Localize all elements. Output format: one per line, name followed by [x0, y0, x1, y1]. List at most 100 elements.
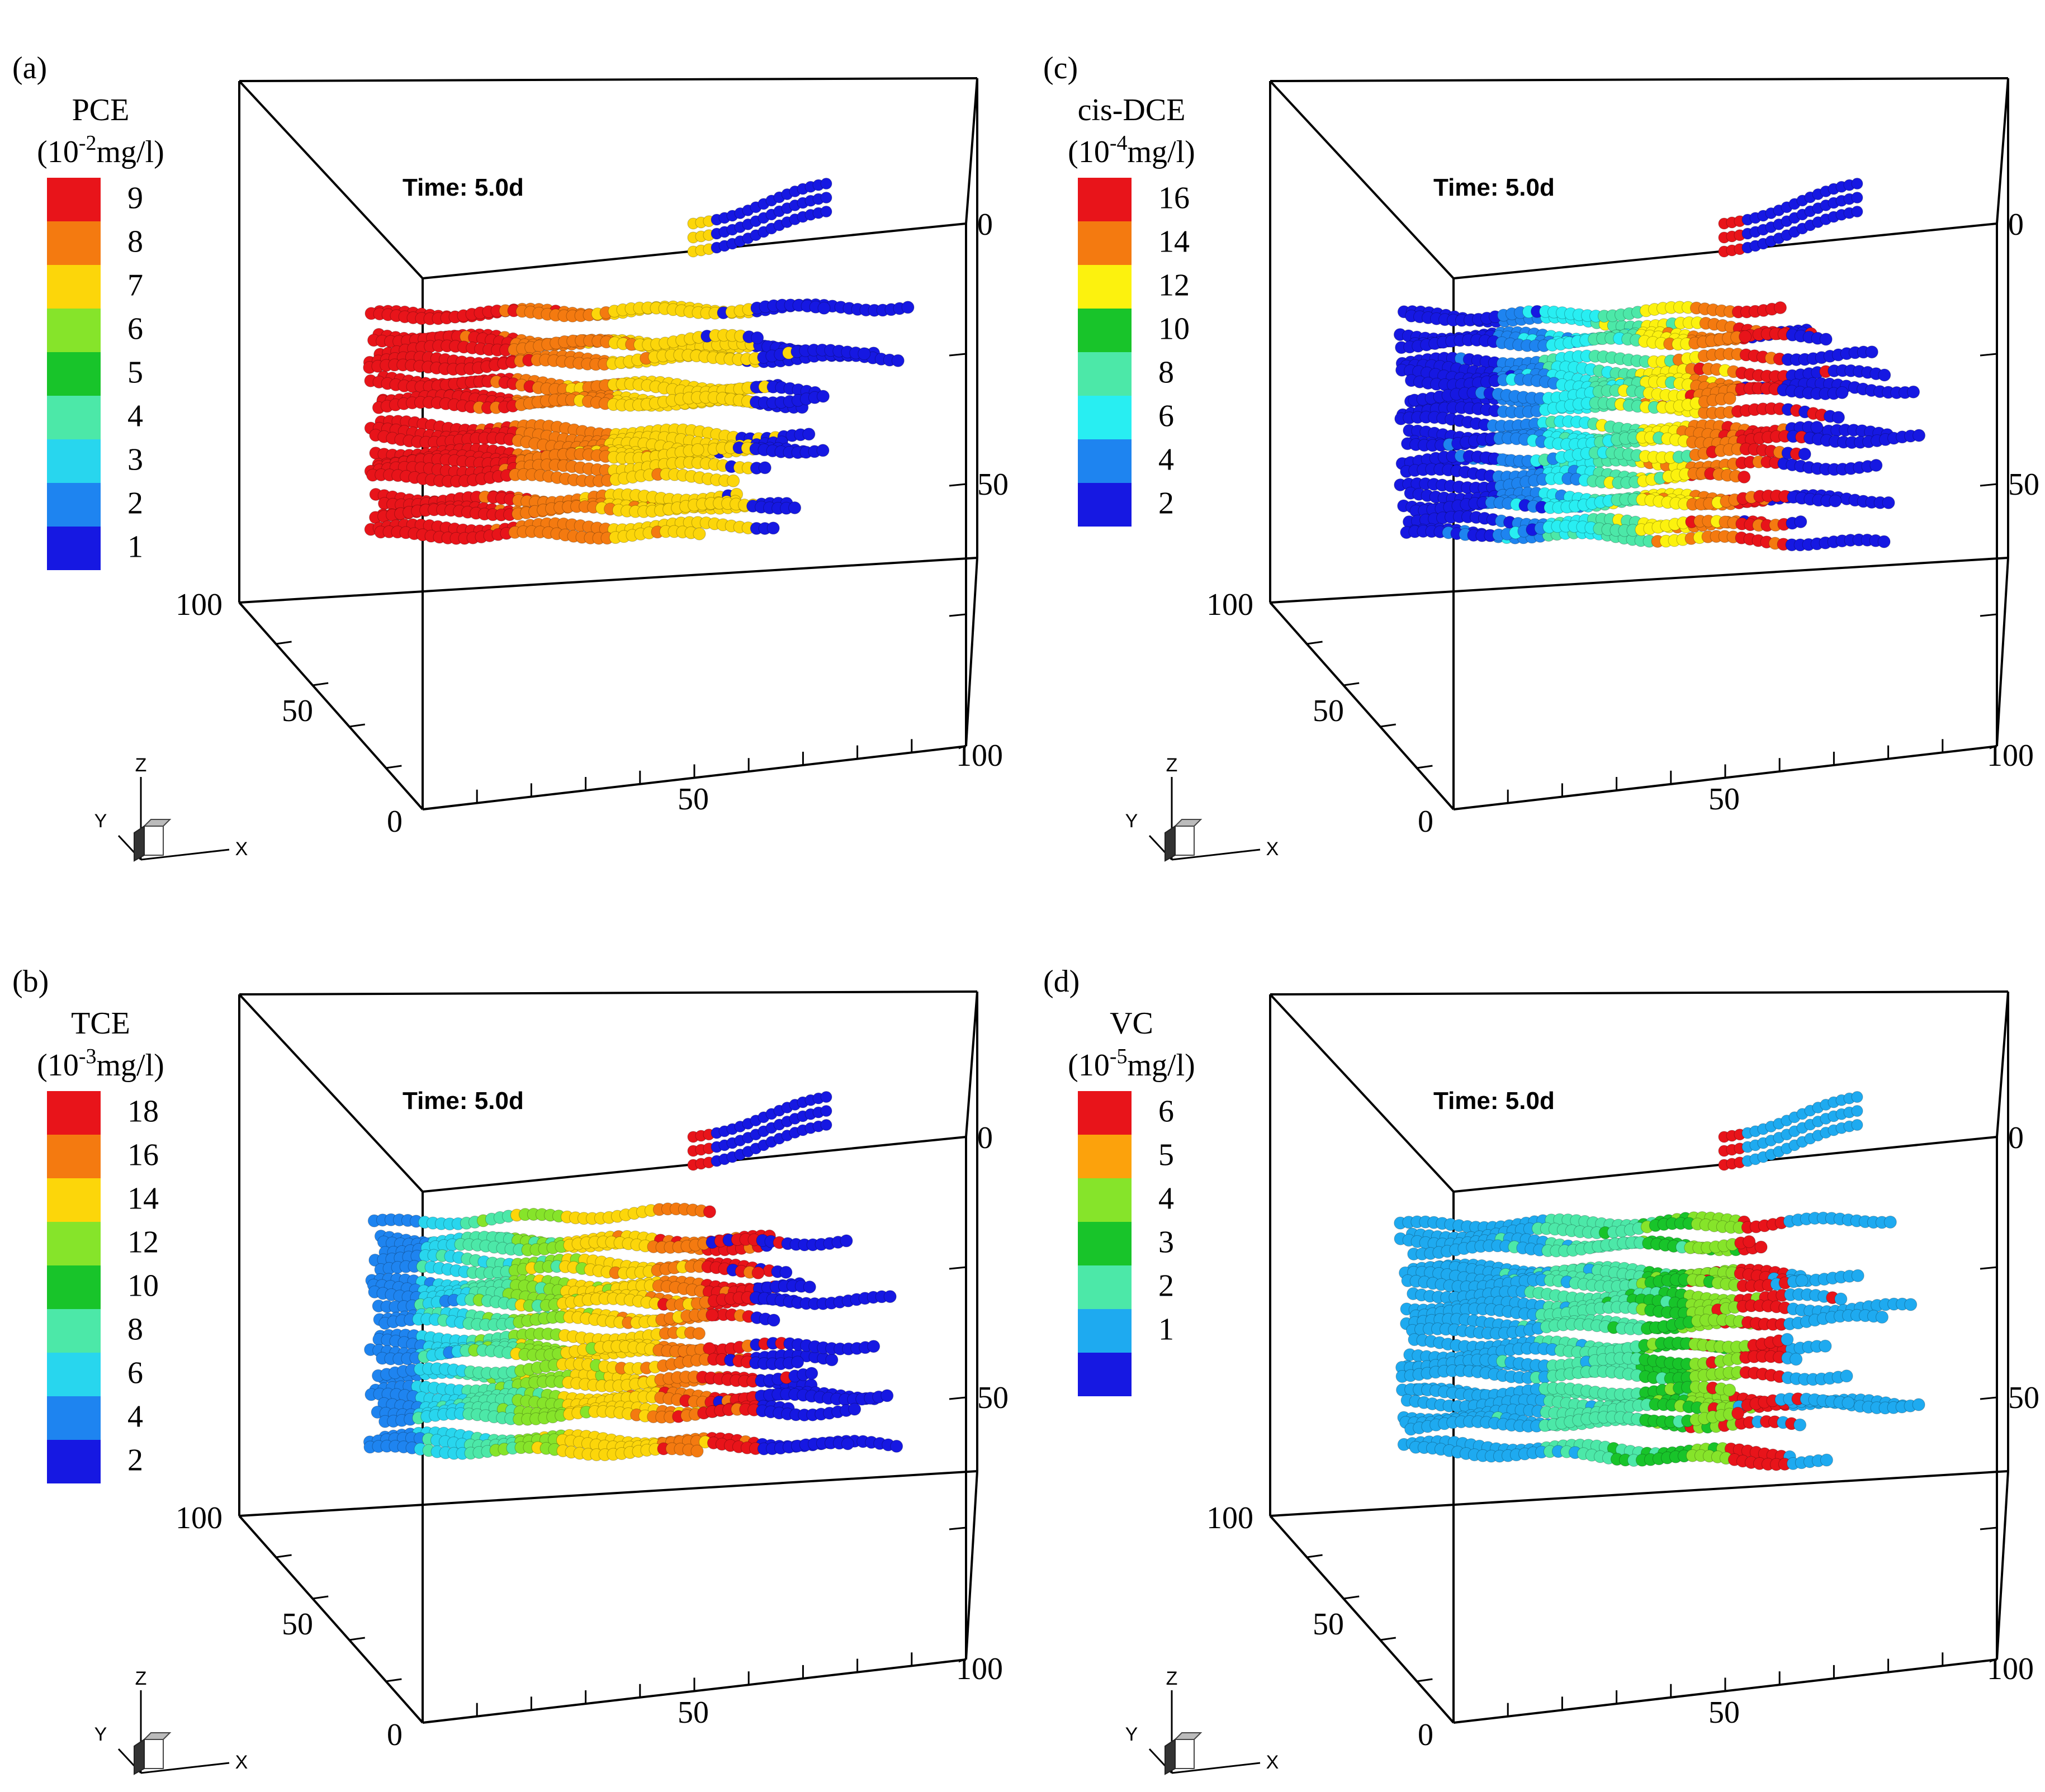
triad-x-label: X: [235, 1752, 248, 1773]
y-tick-label: 100: [176, 1501, 223, 1535]
box-edge: [239, 1470, 978, 1517]
particle: [1865, 345, 1878, 359]
y-tick-label: 0: [387, 1718, 403, 1752]
box-edge: [965, 991, 978, 1137]
y-tick-mark: [276, 1554, 292, 1558]
particle: [1739, 330, 1752, 343]
box-edge: [1996, 557, 2009, 747]
particle: [1723, 392, 1736, 405]
legend-value: 2: [1158, 486, 1174, 521]
particle: [840, 1234, 853, 1248]
box-edge: [1269, 993, 1455, 1193]
particle: [703, 1342, 716, 1355]
y-tick-mark: [312, 1595, 329, 1600]
box-edge: [1270, 990, 2009, 995]
legend-species: TCE: [71, 1006, 130, 1041]
particle: [820, 1105, 832, 1117]
colorbar-swatch: [47, 178, 101, 221]
particle: [1851, 1269, 1864, 1282]
colorbar-swatch: [47, 265, 101, 309]
particle: [820, 1091, 832, 1103]
particle: [805, 1367, 818, 1380]
legend-value: 8: [127, 1312, 143, 1347]
legend-value: 14: [127, 1182, 159, 1216]
triad-cube-side: [134, 825, 145, 862]
z-tick-mark: [949, 1526, 967, 1530]
particle: [706, 1309, 719, 1322]
legend-species: cis-DCE: [1078, 93, 1186, 127]
box-edge: [238, 80, 424, 279]
particle: [1869, 459, 1883, 472]
colorbar-swatch: [47, 221, 101, 265]
particle: [1876, 1310, 1888, 1324]
box-edge: [1996, 78, 2009, 224]
y-tick-mark: [349, 723, 366, 728]
colorbar-swatch: [47, 352, 101, 396]
colorbar-swatch: [1078, 483, 1132, 527]
legend-value: 4: [127, 399, 143, 434]
particle: [1795, 1274, 1809, 1287]
particle: [693, 527, 706, 541]
z-tick-mark: [949, 1266, 967, 1270]
triad-x-label: X: [1266, 838, 1279, 860]
y-tick-label: 50: [1313, 694, 1344, 728]
box-edge: [1269, 80, 1455, 279]
axis-triad: ZXY: [94, 755, 248, 862]
legend-value: 4: [1158, 443, 1174, 477]
units-prefix: (10: [37, 1048, 79, 1083]
legend-value: 9: [127, 181, 143, 216]
triad-cube-front: [1175, 826, 1195, 856]
box-edge: [1996, 991, 2009, 1137]
legend-units: (10-3mg/l): [37, 1045, 164, 1083]
particle: [1754, 1240, 1768, 1254]
particle: [1834, 1292, 1848, 1306]
box-edge: [965, 78, 978, 224]
box-edge: [238, 993, 424, 1193]
particle: [779, 1265, 793, 1279]
triad-y-label: Y: [94, 1724, 107, 1745]
particle-plume: [363, 1091, 903, 1462]
z-tick-label: 0: [2008, 207, 2024, 242]
y-tick-label: 100: [1206, 587, 1253, 622]
time-label: Time: 5.0d: [403, 174, 524, 201]
x-tick-label: 50: [678, 782, 709, 817]
particle: [751, 331, 764, 344]
z-tick-mark: [949, 613, 967, 617]
box-edge: [238, 601, 424, 810]
legend-value: 4: [127, 1400, 143, 1434]
box-edge: [1996, 1471, 2009, 1660]
colorbar-swatch: [47, 396, 101, 439]
particle: [1907, 385, 1920, 399]
z-tick-mark: [949, 1136, 967, 1140]
legend-value: 6: [127, 1356, 143, 1391]
y-tick-mark: [1380, 723, 1397, 728]
panel-label: (a): [12, 51, 47, 86]
particle: [751, 1266, 765, 1279]
colorbar-swatch: [47, 309, 101, 352]
legend-value: 3: [127, 443, 143, 477]
legend-units: (10-4mg/l): [1068, 131, 1195, 169]
colorbar-swatch: [1078, 309, 1132, 352]
colorbar-swatch: [47, 1091, 101, 1135]
legend-value: 2: [127, 486, 143, 521]
legend-value: 10: [127, 1269, 159, 1303]
particle: [817, 301, 831, 315]
y-tick-mark: [312, 682, 329, 686]
y-tick-mark: [1417, 765, 1433, 769]
particle: [1810, 420, 1824, 434]
triad-y-label: Y: [94, 810, 107, 832]
particle-plume: [1394, 1091, 1925, 1471]
box-edge: [965, 557, 978, 747]
particle: [867, 1340, 881, 1353]
time-label: Time: 5.0d: [403, 1087, 524, 1115]
particle: [703, 1205, 716, 1219]
z-tick-mark: [1980, 613, 1997, 617]
particle: [802, 428, 816, 441]
legend-value: 6: [127, 312, 143, 347]
legend-value: 16: [1158, 181, 1190, 216]
z-tick-mark: [949, 1396, 967, 1400]
y-tick-mark: [1343, 682, 1360, 686]
